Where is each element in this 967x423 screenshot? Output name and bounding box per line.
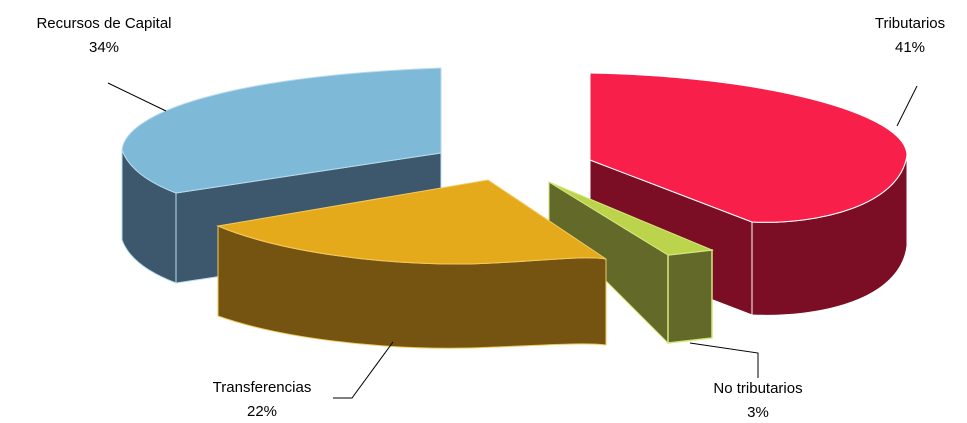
label-tributarios: Tributarios: [875, 15, 945, 32]
percent-transferencias: 22%: [247, 403, 277, 420]
slice-transferencias: [216, 179, 607, 349]
percent-tributarios: 41%: [895, 39, 925, 56]
percent-no-tributarios: 3%: [747, 404, 769, 421]
slice-no-tributarios-top: [548, 181, 714, 256]
slice-transferencias-top: [216, 179, 607, 265]
leader-line-tributarios: [896, 85, 918, 127]
leader-line-recursos-de-capital: [107, 82, 167, 112]
label-transferencias: Transferencias: [213, 379, 312, 396]
slice-no-tributarios-front: [667, 249, 713, 344]
percent-recursos-de-capital: 34%: [89, 39, 119, 56]
slice-recursos-de-capital-top: [121, 67, 442, 194]
leader-line-transferencias: [333, 341, 394, 399]
leader-line-no-tributarios: [689, 342, 759, 378]
label-recursos-de-capital: Recursos de Capital: [36, 15, 171, 32]
data-labels: Tributarios 41% No tributarios 3% Transf…: [36, 15, 945, 421]
leader-lines: [107, 82, 918, 399]
slice-tributarios-top: [589, 72, 908, 223]
slice-no-tributarios: [548, 181, 714, 345]
label-no-tributarios: No tributarios: [713, 380, 802, 397]
